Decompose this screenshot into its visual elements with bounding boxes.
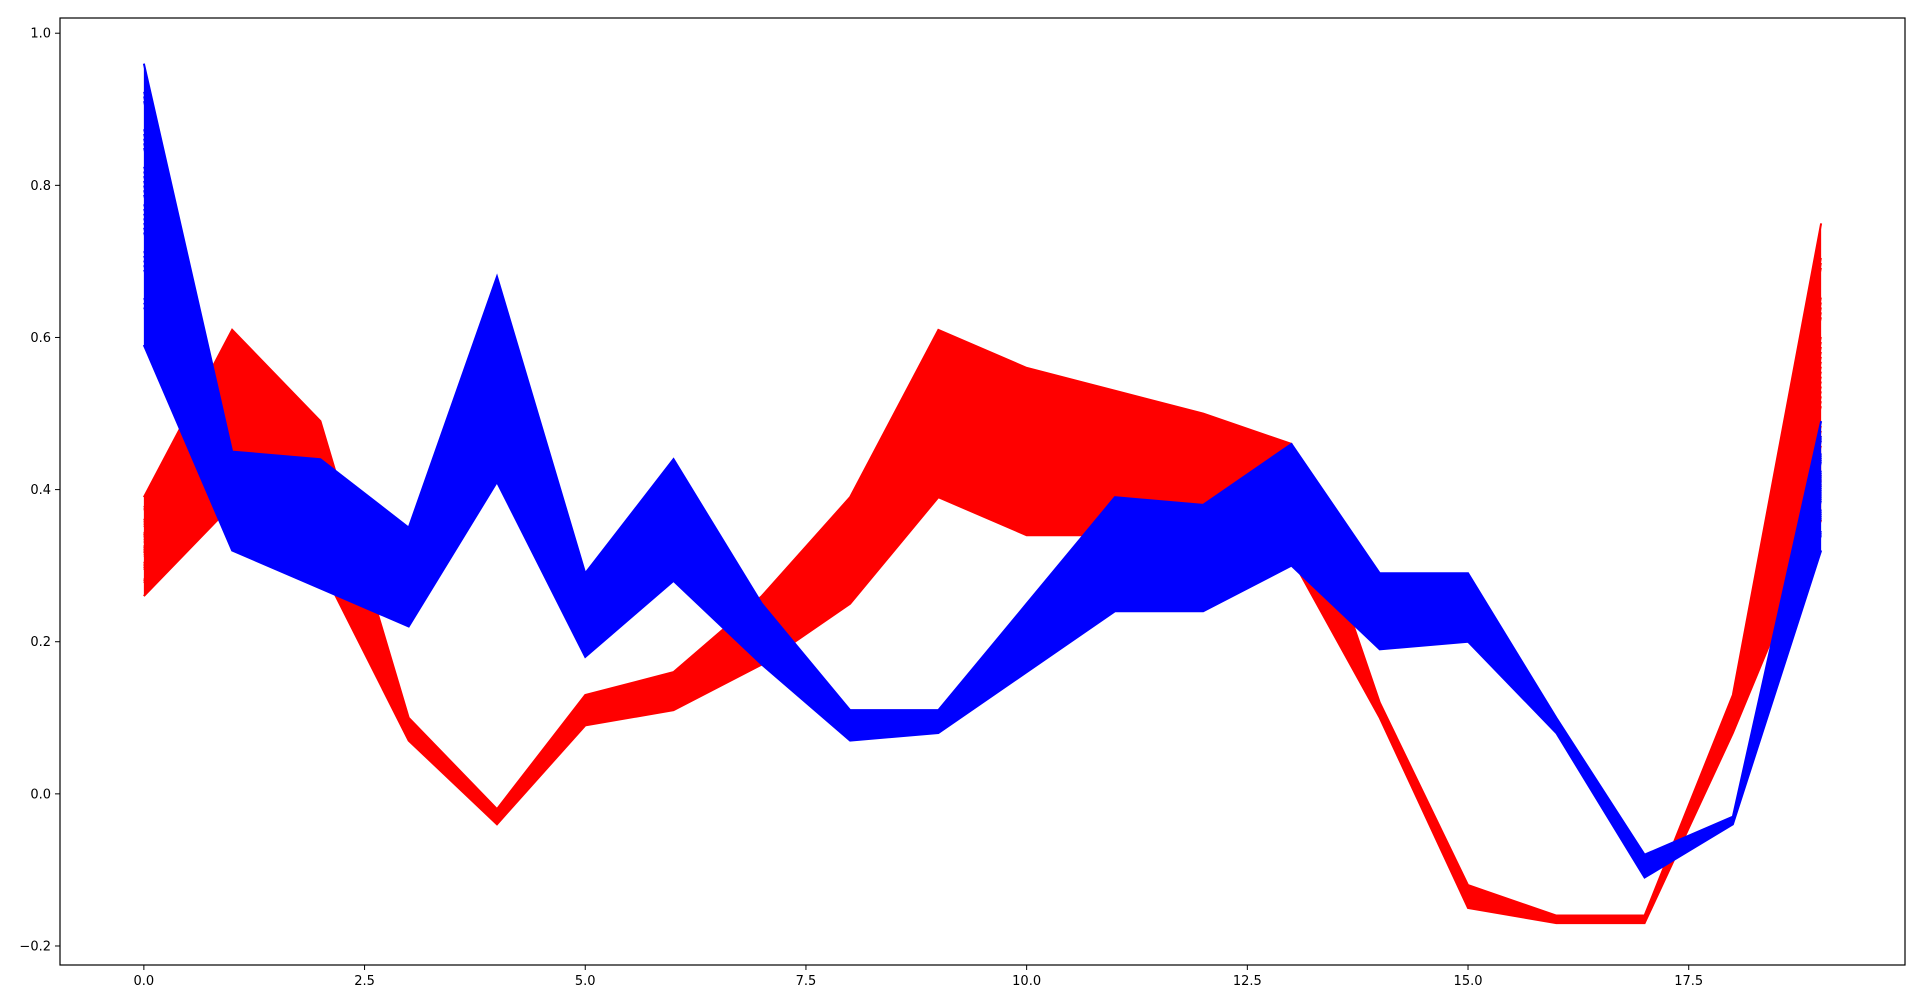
y-tick-label: −0.2 (19, 939, 51, 954)
x-axis: 0.0 2.5 5.0 7.5 10.0 12.5 15.0 17.5 (134, 965, 1703, 986)
axes-frame (59, 17, 1906, 966)
x-tick-label: 0.0 (134, 974, 155, 986)
series-boundary-line (142, 63, 1823, 856)
series-1 (142, 63, 1823, 879)
series-band-1 (143, 63, 1822, 878)
y-tick-label: 0.8 (30, 179, 51, 194)
y-tick-label: 0.6 (30, 331, 51, 346)
x-tick-label: 12.5 (1233, 974, 1262, 986)
x-tick-label: 2.5 (354, 974, 375, 986)
y-tick-label: 0.0 (30, 787, 51, 802)
series-line (143, 129, 1822, 860)
series-line (143, 257, 1822, 919)
y-tick-label: 0.4 (30, 483, 51, 498)
series-boundary-line (143, 495, 1823, 925)
series-line (143, 91, 1822, 857)
series-boundary-line (142, 223, 1823, 917)
x-tick-label: 17.5 (1674, 974, 1703, 986)
x-tick-label: 7.5 (796, 974, 817, 986)
x-tick-label: 15.0 (1454, 974, 1483, 986)
y-tick-label: 0.2 (30, 635, 51, 650)
x-tick-label: 10.0 (1012, 974, 1041, 986)
plot-area (142, 63, 1823, 925)
series-boundary-line (142, 344, 1823, 879)
y-axis: −0.2 0.0 0.2 0.4 0.6 0.8 1.0 (19, 27, 60, 954)
x-tick-label: 5.0 (575, 974, 596, 986)
series-0 (142, 223, 1823, 925)
y-tick-label: 1.0 (30, 27, 51, 42)
